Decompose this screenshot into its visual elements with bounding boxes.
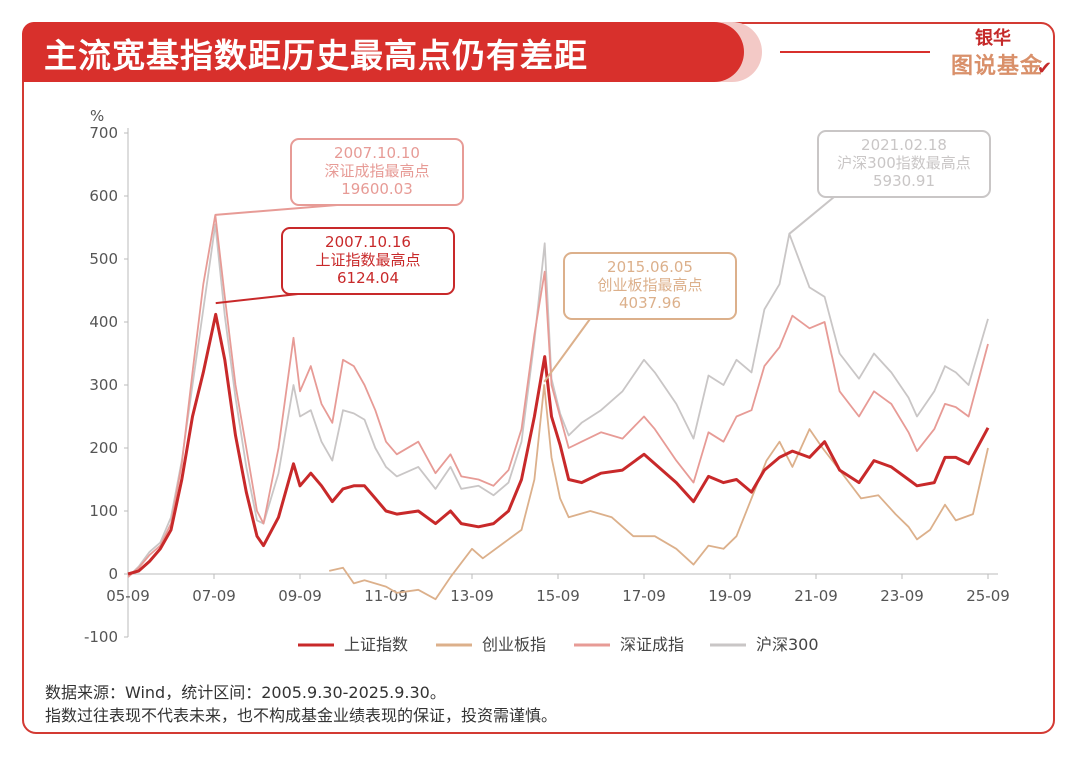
callout-pointer: [543, 318, 591, 383]
brand-name: 银华: [975, 28, 1011, 49]
x-tick-label: 17-09: [622, 587, 666, 605]
x-tick-label: 21-09: [794, 587, 838, 605]
y-tick-label: 700: [89, 124, 118, 142]
check-icon: ✔: [1037, 58, 1053, 79]
callout-text: 深证成指最高点: [324, 162, 429, 180]
x-tick-label: 07-09: [192, 587, 236, 605]
callout-pointer: [215, 204, 338, 216]
footer-source: 数据来源：Wind，统计区间：2005.9.30-2025.9.30。: [45, 683, 446, 702]
y-tick-label: 0: [108, 565, 118, 583]
callout-box: [817, 130, 991, 198]
x-tick-label: 19-09: [708, 587, 752, 605]
x-tick-label: 25-09: [966, 587, 1010, 605]
x-tick-label: 15-09: [536, 587, 580, 605]
x-tick-label: 09-09: [278, 587, 322, 605]
page-title: 主流宽基指数距历史最高点仍有差距: [44, 36, 588, 75]
callout-text: 19600.03: [341, 180, 413, 198]
header-divider: [780, 51, 930, 53]
callout-pointer: [788, 196, 835, 235]
legend-label: 沪深300: [756, 635, 819, 654]
y-tick-label: 400: [89, 313, 118, 331]
y-tick-label: 300: [89, 376, 118, 394]
callout-text: 5930.91: [873, 172, 935, 190]
callout-text: 2007.10.10: [334, 144, 420, 162]
x-tick-label: 05-09: [106, 587, 150, 605]
footer-disclaimer: 指数过往表现不代表未来，也不构成基金业绩表现的保证，投资需谨慎。: [45, 706, 558, 725]
callout-text: 2015.06.05: [607, 258, 693, 276]
title-banner: [22, 22, 744, 82]
y-tick-label: 200: [89, 439, 118, 457]
series-line-sh: [127, 312, 990, 576]
y-tick-label: 100: [89, 502, 118, 520]
y-axis-label: %: [90, 107, 104, 125]
callout-text: 2021.02.18: [861, 136, 947, 154]
y-tick-label: 500: [89, 250, 118, 268]
callout-pointer: [215, 293, 299, 305]
series-line-hs300: [127, 223, 989, 578]
y-tick-label: -100: [84, 628, 118, 646]
callout-text: 上证指数最高点: [315, 251, 420, 269]
x-tick-label: 13-09: [450, 587, 494, 605]
y-tick-label: 600: [89, 187, 118, 205]
series-line-cy: [328, 384, 989, 601]
legend-label: 上证指数: [344, 635, 408, 654]
callout-text: 创业板指最高点: [597, 276, 702, 294]
callout-box: [563, 252, 737, 320]
callout-box: [290, 138, 464, 206]
brand-subtitle: 图说基金: [951, 54, 1044, 79]
series-line-sz: [127, 214, 989, 578]
x-tick-label: 23-09: [880, 587, 924, 605]
callout-text: 4037.96: [619, 294, 681, 312]
x-tick-label: 11-09: [364, 587, 408, 605]
callout-text: 6124.04: [337, 269, 399, 287]
callout-text: 2007.10.16: [325, 233, 411, 251]
callout-box: [281, 227, 455, 295]
legend-label: 创业板指: [482, 635, 546, 654]
legend-label: 深证成指: [620, 635, 684, 654]
callout-text: 沪深300指数最高点: [837, 154, 971, 172]
brand-logo: 银华 图说基金 ✔: [945, 24, 1055, 80]
line-chart: -100 0 100 200 300 400 500 600 700% 05-09 07-09 09-…: [84, 107, 1010, 654]
